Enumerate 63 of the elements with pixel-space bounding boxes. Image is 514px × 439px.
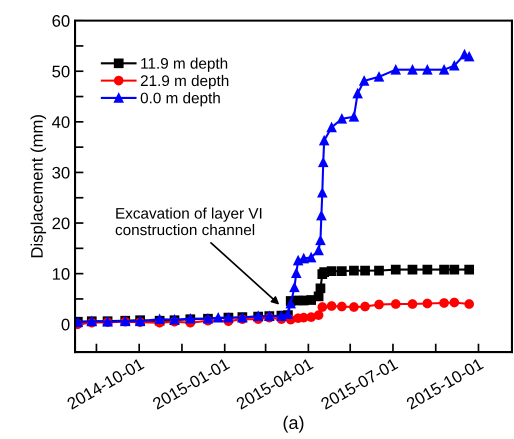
point [349, 266, 359, 276]
point [290, 282, 300, 292]
point [439, 264, 449, 274]
point [306, 312, 316, 322]
legend-label: 11.9 m depth [141, 58, 228, 72]
annotation: Excavation of layer VI construction channel [116, 208, 262, 236]
point [464, 52, 474, 62]
legend-label: 21.9 m depth [140, 74, 228, 90]
y-tick-label: 60 [52, 15, 70, 27]
point [316, 283, 326, 294]
point [318, 157, 328, 168]
point [326, 266, 336, 276]
y-tick-label: 50 [52, 66, 70, 78]
point [314, 310, 324, 320]
point [314, 292, 324, 302]
point [336, 302, 347, 312]
y-tick-label: 40 [52, 116, 70, 128]
point [374, 72, 384, 82]
point [449, 264, 460, 274]
point [317, 302, 328, 312]
point [449, 60, 460, 71]
point [291, 268, 302, 278]
point [374, 300, 384, 310]
point [422, 298, 432, 308]
point [408, 264, 418, 274]
point [390, 264, 401, 274]
point [359, 76, 370, 86]
point [317, 188, 328, 198]
point [390, 64, 401, 75]
point [326, 122, 336, 132]
y-axis-title: Displacement (mm) [30, 115, 46, 258]
point [422, 64, 432, 75]
point [360, 302, 370, 312]
point [352, 88, 362, 98]
point [349, 112, 359, 122]
point [326, 301, 336, 311]
point [336, 266, 347, 276]
y-tick-label: 20 [52, 217, 70, 230]
point [316, 235, 326, 246]
y-tick-label: 0 [62, 318, 70, 330]
point [408, 64, 418, 75]
point [314, 246, 324, 256]
point [390, 299, 401, 309]
point [213, 312, 224, 323]
point [408, 299, 418, 309]
point [349, 302, 359, 312]
point [464, 264, 474, 274]
point [316, 210, 326, 220]
point [449, 298, 460, 308]
y-tick-label: 10 [52, 268, 70, 280]
point [439, 298, 449, 308]
point [286, 298, 296, 308]
point [360, 266, 370, 276]
point [422, 264, 432, 274]
point [374, 266, 384, 276]
y-tick-label: 30 [52, 166, 70, 179]
point [336, 114, 347, 124]
point [306, 252, 316, 262]
legend-label: 0.0 m depth [140, 92, 220, 106]
x-axis-title: (a) [284, 416, 304, 433]
point [319, 136, 330, 146]
point [439, 64, 449, 75]
point [464, 299, 474, 309]
